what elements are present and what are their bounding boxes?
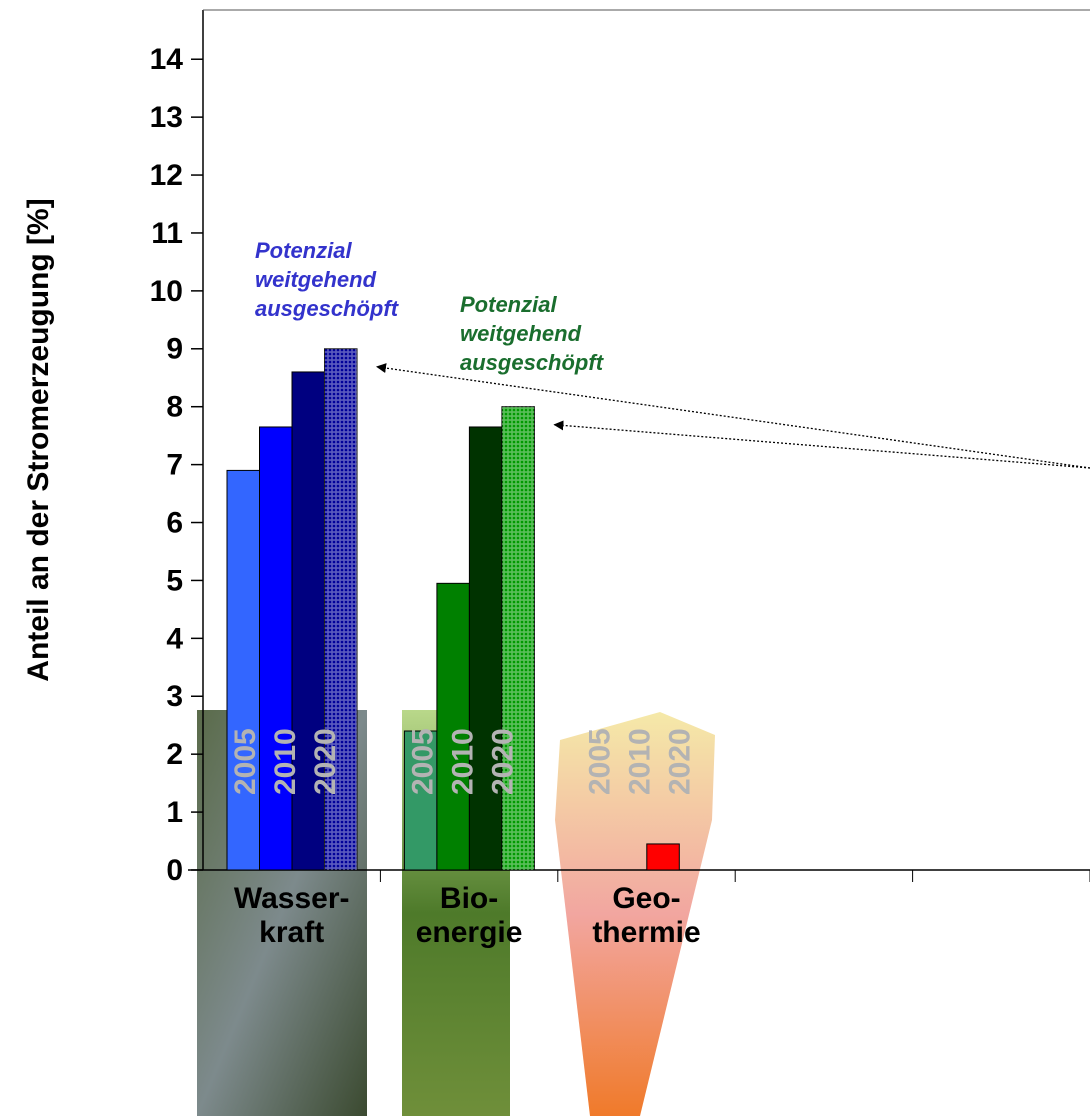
y-tick-label: 2 (166, 738, 183, 771)
annotation: Potenzial (255, 238, 352, 263)
year-label: 2010 (269, 728, 302, 795)
bar (260, 427, 293, 870)
annotation: weitgehend (255, 267, 377, 292)
y-tick-label: 12 (150, 159, 183, 192)
bar (469, 427, 502, 870)
y-tick-label: 11 (151, 217, 183, 250)
chart: Anteil an der Stromerzeugung [%] 0123456… (0, 0, 1090, 1116)
annotation: ausgeschöpft (460, 350, 605, 375)
y-tick-label: 9 (166, 333, 183, 366)
annotation: ausgeschöpft (255, 296, 400, 321)
annotation-arrow (554, 425, 1090, 468)
y-axis-label: Anteil an der Stromerzeugung [%] (22, 198, 55, 681)
y-tick-label: 14 (150, 43, 184, 76)
bar (227, 470, 260, 870)
y-tick-label: 1 (166, 796, 183, 829)
y-tick-label: 7 (166, 449, 183, 482)
x-tick-label-line: Wasser- (234, 882, 350, 915)
x-tick-label-line: Geo- (612, 882, 680, 915)
annotation: weitgehend (460, 321, 582, 346)
y-tick-label: 6 (166, 506, 183, 539)
year-label: 2005 (406, 728, 439, 795)
bar (647, 844, 680, 870)
y-tick-label: 5 (166, 564, 183, 597)
y-tick-label: 13 (150, 101, 183, 134)
y-tick-label: 3 (166, 680, 183, 713)
year-label: 2005 (229, 728, 262, 795)
x-tick-label-line: Bio- (440, 882, 498, 915)
year-label: 2020 (664, 728, 697, 795)
bar-dots (502, 407, 535, 870)
y-tick-label: 10 (150, 275, 183, 308)
y-tick-label: 4 (166, 622, 183, 655)
year-label: 2005 (584, 728, 617, 795)
year-label: 2010 (624, 728, 657, 795)
bar (437, 583, 470, 870)
year-label: 2020 (309, 728, 342, 795)
x-tick-label-line: kraft (259, 916, 324, 949)
y-tick-label: 8 (166, 391, 183, 424)
y-tick-label: 0 (166, 854, 183, 887)
x-tick-label-line: energie (416, 916, 523, 949)
year-label: 2010 (446, 728, 479, 795)
x-tick-label-line: thermie (592, 916, 700, 949)
annotation: Potenzial (460, 292, 557, 317)
year-label: 2020 (486, 728, 519, 795)
